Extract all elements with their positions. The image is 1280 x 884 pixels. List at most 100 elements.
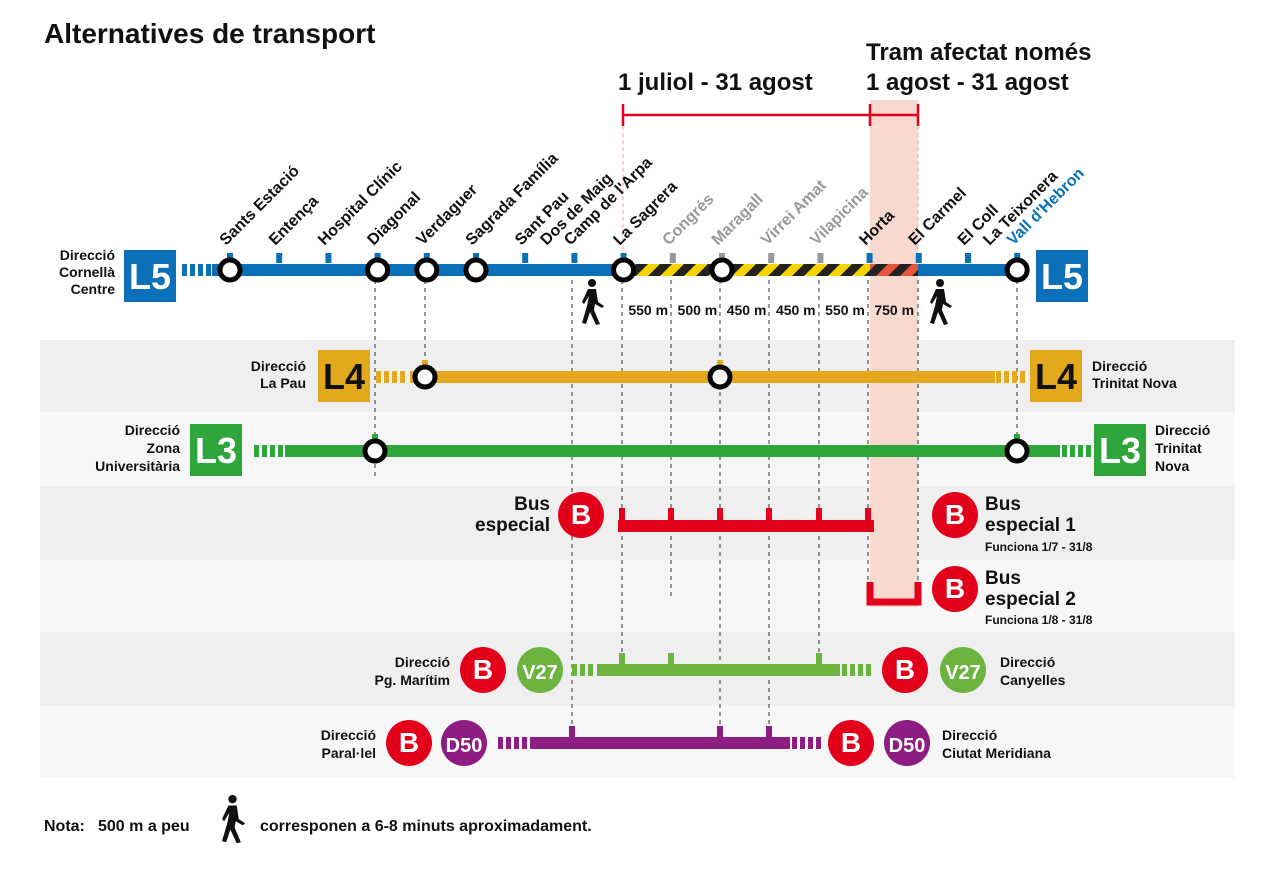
transfer-station-icon	[463, 257, 489, 283]
l5-badge-right	[1036, 250, 1088, 302]
line-continuation-dash	[808, 737, 813, 749]
transfer-station-icon	[362, 438, 388, 464]
l5-closed-section-august	[870, 264, 918, 276]
line-continuation-dash	[858, 664, 863, 676]
l5-badge-left-label: L5	[129, 256, 171, 297]
line-continuation-dash	[1004, 371, 1009, 383]
l4-right-direction: Direcció	[1092, 358, 1147, 374]
station-tick	[866, 253, 873, 263]
transfer-station-icon	[1004, 257, 1030, 283]
line-continuation-dash	[842, 664, 847, 676]
v27-badge-label: V27	[522, 662, 558, 684]
stop-tick	[766, 726, 772, 737]
bus-badge	[932, 492, 978, 538]
line-continuation-dash	[506, 737, 511, 749]
l5-badge-left	[124, 250, 176, 302]
line-continuation-dash	[1062, 445, 1067, 457]
bus-badge-label: B	[895, 654, 915, 685]
bus-especial-1-schedule: Funciona 1/7 - 31/8	[985, 540, 1093, 554]
l4-badge-left-label: L4	[323, 356, 365, 397]
transfer-station-icon	[414, 257, 440, 283]
d50-badge	[441, 720, 487, 766]
l4-left-direction: La Pau	[260, 375, 306, 391]
row-band	[40, 560, 1235, 632]
walker-body	[582, 289, 604, 325]
line-continuation-dash	[1070, 445, 1075, 457]
station-tick	[571, 253, 578, 263]
station-label-line: Hospital Clínic	[315, 158, 406, 249]
line-continuation-dash	[376, 371, 381, 383]
line-continuation-dash	[816, 737, 821, 749]
l5-left-direction: Cornellà	[59, 264, 115, 280]
bus-especial-1-label: especial 1	[985, 515, 1076, 536]
line-continuation-dash	[278, 445, 283, 457]
l4-right-direction: Trinitat Nova	[1092, 375, 1177, 391]
stop-tick	[668, 653, 674, 664]
line-continuation-dash	[588, 664, 593, 676]
bus-especial-2-schedule: Funciona 1/8 - 31/8	[985, 613, 1093, 627]
bus-badge-label: B	[841, 727, 861, 758]
distance-label: 450 m	[776, 302, 816, 318]
d50-right-direction: Direcció	[942, 727, 997, 743]
stop-tick	[717, 726, 723, 737]
stop-tick	[668, 508, 674, 522]
transfer-station-icon	[217, 257, 243, 283]
d50-badge	[884, 720, 930, 766]
l4-line	[410, 371, 995, 383]
line-continuation-dash	[1086, 445, 1091, 457]
v27-badge	[940, 647, 986, 693]
station-label: Hospital Clínic	[315, 158, 406, 249]
affected-section-band	[870, 100, 918, 607]
bus-badge	[386, 720, 432, 766]
walker-head	[936, 279, 944, 287]
bus-badge	[460, 647, 506, 693]
v27-left-direction: Direcció	[395, 654, 450, 670]
v27-right-direction: Direcció	[1000, 654, 1055, 670]
l4-badge-right-label: L4	[1035, 356, 1077, 397]
footnote-text: corresponen a 6-8 minuts aproximadament.	[260, 818, 592, 835]
walker-body	[930, 289, 952, 325]
l3-badge-left-label: L3	[195, 430, 237, 471]
walker-body	[222, 805, 246, 844]
bus-badge-label: B	[473, 654, 493, 685]
transfer-station-icon	[611, 257, 637, 283]
line-continuation-dash	[1020, 371, 1025, 383]
footnote-label: Nota:	[44, 818, 85, 835]
bus-especial-2-line	[866, 582, 922, 606]
line-continuation-dash	[1078, 445, 1083, 457]
l3-left-direction: Direcció	[125, 422, 180, 438]
station-tick	[522, 253, 529, 263]
period-section-dates: 1 agost - 31 agost	[866, 69, 1069, 96]
v27-line	[597, 664, 840, 676]
l5-left-direction: Centre	[71, 281, 116, 297]
station-tick	[669, 253, 676, 263]
line-continuation-dash	[514, 737, 519, 749]
line-continuation-dash	[522, 737, 527, 749]
line-continuation-dash	[850, 664, 855, 676]
walking-person-icon	[222, 794, 246, 844]
bus-badge-label: B	[399, 727, 419, 758]
line-continuation-dash	[498, 737, 503, 749]
stop-tick	[816, 653, 822, 664]
line-continuation-dash	[792, 737, 797, 749]
bus-especial-left-label: Bus	[514, 494, 550, 515]
transfer-station-icon	[1004, 438, 1030, 464]
walking-person-icon	[582, 279, 604, 325]
line-continuation-dash	[800, 737, 805, 749]
stop-tick	[569, 726, 575, 737]
line-continuation-dash	[190, 264, 195, 276]
l5-left-direction: Direcció	[60, 247, 115, 263]
line-continuation-dash	[866, 664, 871, 676]
bus-especial-1-line	[618, 520, 874, 532]
line-continuation-dash	[384, 371, 389, 383]
l5-closed-section	[622, 264, 870, 276]
walker-head	[588, 279, 596, 287]
line-continuation-dash	[206, 264, 211, 276]
l3-left-direction: Universitària	[95, 458, 180, 474]
l3-badge-right	[1094, 424, 1146, 476]
station-label-line: Maragall	[709, 191, 767, 249]
station-tick	[817, 253, 824, 263]
l3-badge-right-label: L3	[1099, 430, 1141, 471]
transfer-station-icon	[709, 257, 735, 283]
